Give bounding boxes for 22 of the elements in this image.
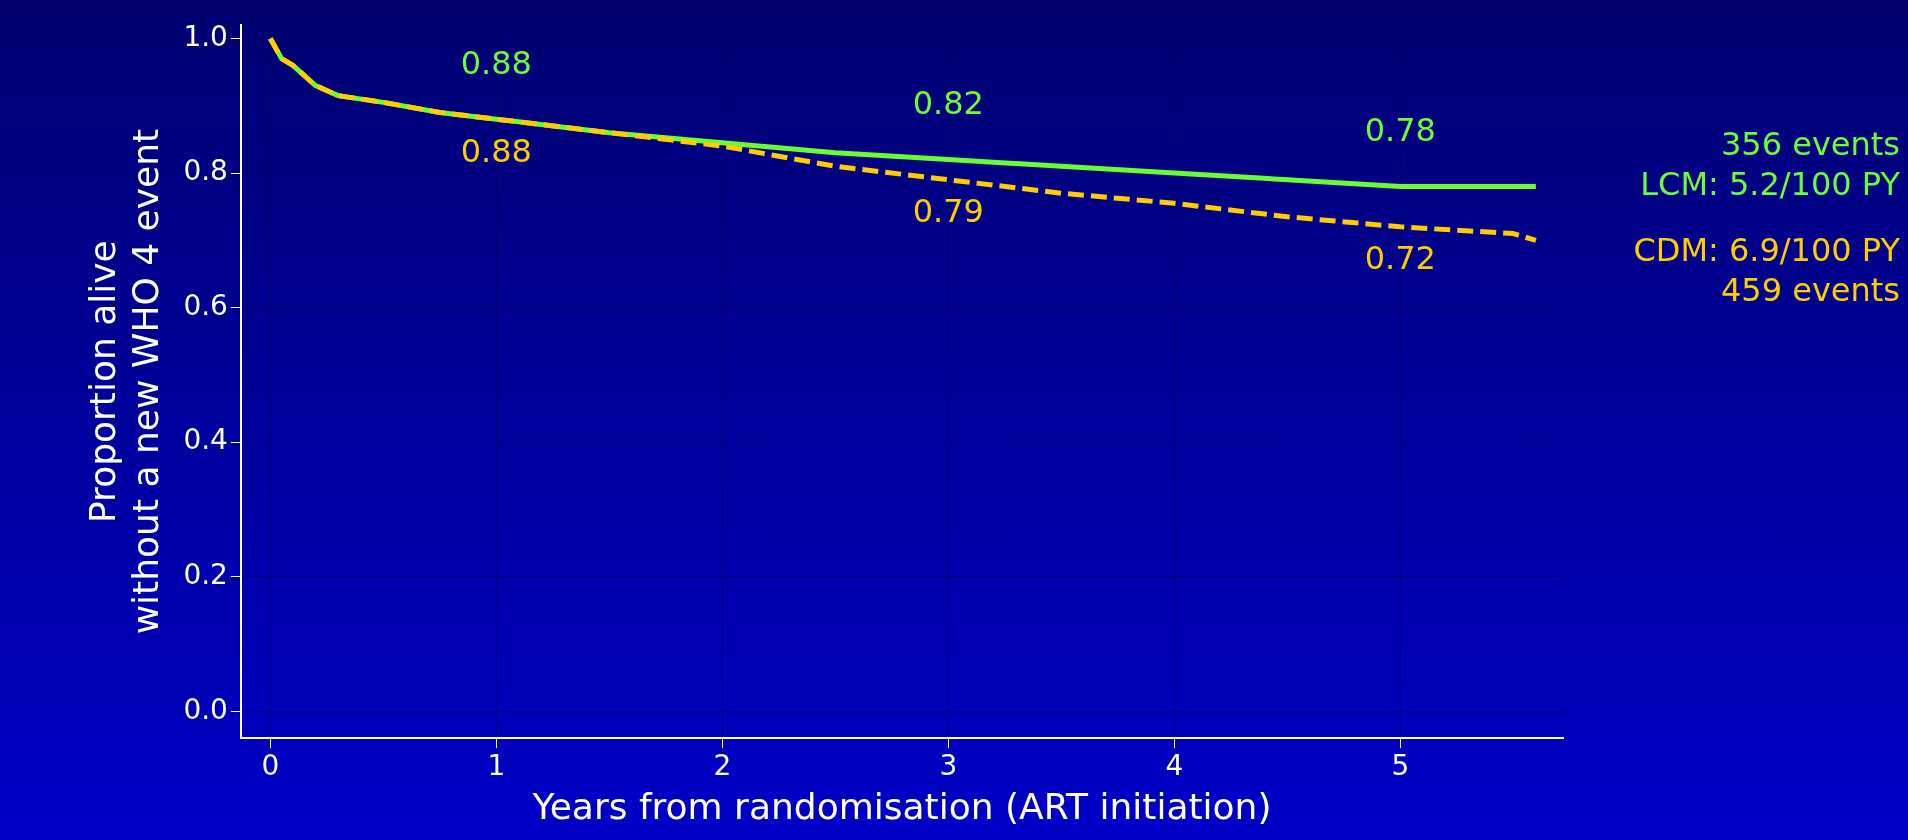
- y-tick-label: 0.2: [183, 558, 228, 591]
- y-tick-label: 1.0: [183, 19, 228, 53]
- x-axis-title: Years from randomisation (ART initiation): [531, 785, 1272, 827]
- x-tick-label: 4: [1165, 749, 1184, 783]
- data-label: 0.72: [1364, 239, 1436, 278]
- text: 356 events LCM: 5.2/100 PY: [1640, 124, 1901, 203]
- data-label: 0.79: [912, 192, 984, 231]
- x-tick-label: 3: [939, 749, 958, 783]
- data-label: 0.78: [1364, 110, 1436, 149]
- x-tick-label: 0: [261, 749, 280, 783]
- y-tick-label: 0.6: [183, 288, 228, 322]
- data-label: 0.88: [460, 131, 532, 170]
- y-tick-label: 0.4: [183, 423, 228, 457]
- x-tick-label: 2: [713, 749, 732, 783]
- data-label: 0.82: [912, 83, 984, 122]
- x-tick-label: 5: [1391, 749, 1410, 783]
- text: CDM: 6.9/100 PY 459 events: [1633, 230, 1901, 309]
- x-tick-label: 1: [487, 749, 506, 783]
- data-label: 0.88: [460, 43, 532, 82]
- y-tick-label: 0.0: [183, 692, 228, 726]
- y-tick-label: 0.8: [183, 154, 228, 188]
- y-axis-title: Proportion alive without a new WHO 4 event: [81, 128, 167, 635]
